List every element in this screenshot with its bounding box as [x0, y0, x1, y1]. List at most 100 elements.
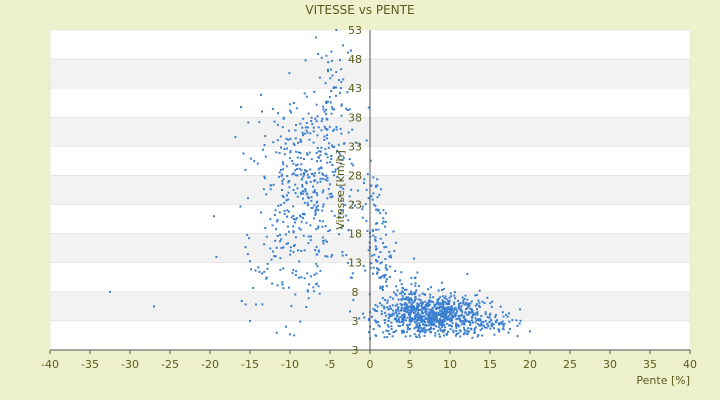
data-point [307, 297, 310, 300]
data-point [294, 137, 297, 140]
data-point [500, 321, 503, 324]
data-point [322, 173, 325, 176]
data-point [286, 175, 289, 177]
data-point [306, 173, 309, 176]
data-point [423, 324, 426, 327]
data-point [294, 221, 296, 224]
data-point [325, 108, 328, 111]
data-point [499, 305, 502, 308]
data-point [306, 290, 309, 293]
data-point [294, 183, 297, 186]
data-point [289, 137, 292, 140]
data-point [469, 324, 472, 326]
data-point [331, 145, 334, 148]
data-point [466, 313, 469, 316]
data-point [403, 315, 406, 318]
data-point [428, 319, 431, 322]
data-point [262, 188, 265, 191]
data-point [401, 294, 404, 297]
data-point [488, 313, 491, 316]
data-point [346, 109, 349, 111]
data-point [239, 205, 242, 208]
data-point [294, 129, 297, 132]
data-point [505, 313, 508, 316]
data-point [322, 203, 325, 206]
data-point [497, 322, 500, 325]
data-point [307, 235, 310, 238]
data-point [312, 130, 315, 133]
data-point [423, 306, 426, 309]
data-point [486, 322, 489, 325]
data-point [431, 320, 434, 323]
data-point [296, 168, 299, 170]
data-point [401, 331, 404, 334]
data-point [373, 203, 375, 206]
data-point [333, 174, 335, 177]
data-point [291, 159, 294, 162]
data-point [379, 276, 382, 279]
data-point [424, 304, 427, 307]
data-point [370, 184, 373, 187]
data-point [405, 319, 407, 322]
data-point [419, 301, 422, 304]
data-point [374, 204, 377, 207]
data-point [296, 174, 299, 177]
data-point [432, 314, 435, 317]
data-point [474, 294, 477, 297]
data-point [287, 138, 290, 141]
data-point [384, 221, 387, 223]
data-point [418, 284, 421, 287]
data-point [463, 323, 466, 326]
data-point [467, 311, 470, 314]
data-point [317, 225, 320, 228]
data-point [486, 316, 489, 319]
data-point [438, 306, 441, 308]
data-point [286, 215, 288, 218]
data-point [417, 325, 420, 328]
data-point [385, 329, 388, 332]
data-point [244, 168, 247, 171]
data-point [418, 294, 421, 297]
data-point [446, 308, 449, 311]
data-point [427, 305, 430, 307]
data-point [387, 313, 390, 316]
data-point [476, 311, 479, 314]
data-point [427, 317, 430, 320]
data-point [402, 319, 405, 321]
data-point [470, 300, 473, 303]
data-point [314, 117, 317, 120]
data-point [306, 152, 308, 155]
data-point [440, 319, 443, 322]
data-point [380, 261, 383, 264]
data-point [295, 107, 298, 110]
data-point [433, 327, 435, 330]
y-tick-label: 13 [348, 257, 362, 270]
data-point [294, 218, 297, 221]
data-point [519, 308, 522, 311]
data-point [441, 289, 443, 291]
data-point [335, 128, 338, 131]
data-point [466, 307, 469, 309]
data-point [406, 328, 409, 331]
data-point [414, 293, 417, 296]
data-point [340, 68, 343, 71]
data-point [411, 310, 414, 313]
data-point [282, 178, 285, 181]
data-point [365, 139, 368, 142]
data-point [252, 287, 255, 289]
data-point [306, 131, 309, 134]
data-point [421, 292, 424, 295]
data-point [265, 235, 268, 238]
data-point [465, 329, 468, 332]
data-point [381, 287, 384, 290]
data-point [261, 272, 264, 275]
data-point [440, 312, 443, 314]
data-point [408, 298, 411, 300]
data-point [455, 325, 458, 328]
data-point [281, 173, 284, 176]
data-points [109, 29, 531, 340]
data-point [398, 321, 401, 324]
data-point [324, 174, 327, 177]
data-point [281, 283, 284, 286]
data-point [393, 291, 395, 294]
